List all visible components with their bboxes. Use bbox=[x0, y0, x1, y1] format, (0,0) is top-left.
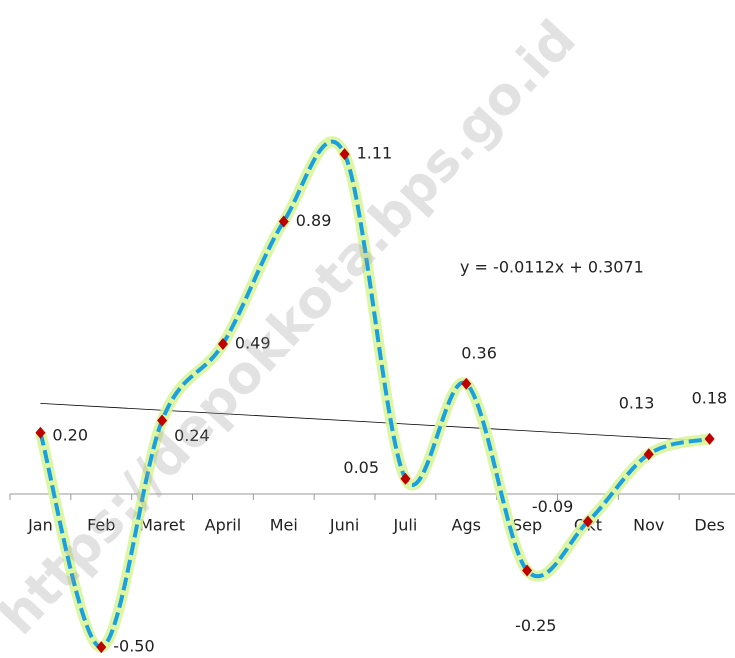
x-tick-label: Mei bbox=[270, 516, 298, 535]
trendline bbox=[40, 402, 710, 442]
x-tick-label: Nov bbox=[633, 516, 664, 535]
data-label: 0.20 bbox=[52, 425, 88, 444]
marker bbox=[582, 515, 593, 528]
marker bbox=[278, 215, 289, 228]
watermark: https://depokkota.bps.go.id bbox=[0, 9, 588, 646]
x-tick-label: Sep bbox=[512, 516, 542, 535]
x-tick-label: Juni bbox=[329, 516, 359, 535]
marker bbox=[217, 337, 228, 350]
trendline-label: y = -0.0112x + 0.3071 bbox=[460, 258, 644, 277]
marker bbox=[400, 472, 411, 485]
marker bbox=[339, 148, 350, 161]
x-tick-label: Maret bbox=[139, 516, 185, 535]
marker bbox=[157, 414, 168, 427]
x-tick-label: Juli bbox=[393, 516, 418, 535]
data-label: 0.18 bbox=[692, 388, 728, 407]
marker bbox=[96, 641, 107, 654]
marker bbox=[35, 426, 46, 439]
x-tick-label: Jan bbox=[27, 516, 53, 535]
x-tick-label: Feb bbox=[87, 516, 115, 535]
data-label: 0.24 bbox=[174, 426, 210, 445]
line bbox=[38, 139, 711, 650]
marker bbox=[704, 432, 715, 445]
data-label: 0.05 bbox=[343, 458, 379, 477]
plot: JanFebMaretAprilMeiJuniJuliAgsSepOktNovD… bbox=[9, 136, 735, 656]
marker bbox=[643, 448, 654, 461]
data-label: 0.49 bbox=[235, 333, 271, 352]
marker bbox=[522, 564, 533, 577]
marker bbox=[461, 377, 472, 390]
data-label: -0.50 bbox=[113, 637, 154, 656]
data-label: 0.36 bbox=[461, 343, 497, 362]
data-label: -0.09 bbox=[532, 497, 573, 516]
data-label: 0.13 bbox=[619, 394, 655, 413]
x-tick-label: Ags bbox=[452, 516, 481, 535]
x-tick-label: Des bbox=[694, 516, 725, 535]
x-tick-label: April bbox=[205, 516, 242, 535]
data-label: 0.89 bbox=[296, 211, 332, 230]
data-label: -0.25 bbox=[515, 616, 556, 635]
data-label: 1.11 bbox=[357, 144, 393, 163]
